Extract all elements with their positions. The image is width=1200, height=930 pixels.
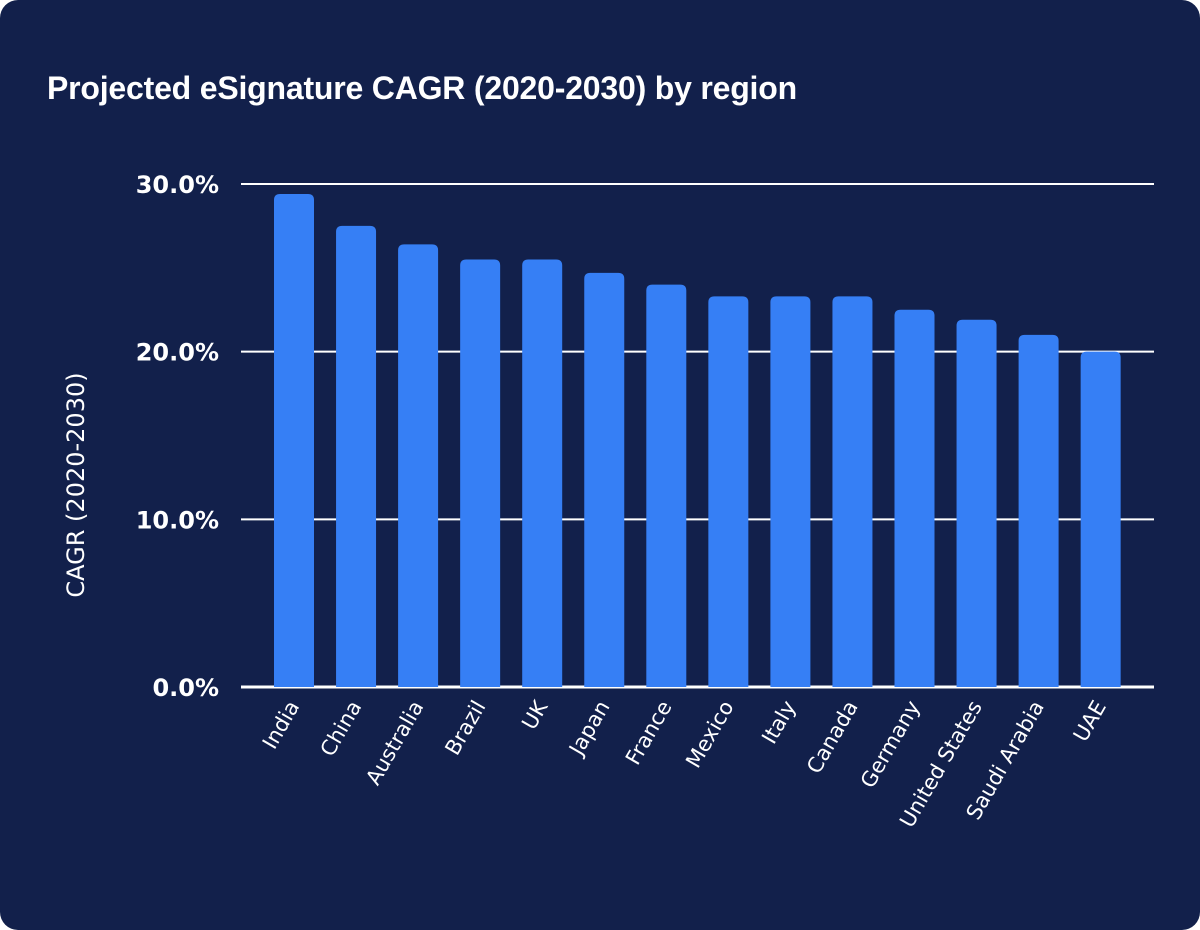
x-tick-label: Brazil <box>440 697 490 760</box>
bar-saudi-arabia <box>1018 334 1059 687</box>
x-tick-label: Mexico <box>681 697 738 773</box>
x-tick-label: France <box>621 697 677 769</box>
bar-brazil <box>460 259 501 687</box>
bar-italy <box>770 296 811 687</box>
y-tick-label: 10.0% <box>136 506 219 534</box>
x-tick-label: Italy <box>757 697 801 748</box>
bar-uk <box>522 259 563 687</box>
x-tick-label: UAE <box>1069 697 1111 746</box>
bar-india <box>274 194 314 687</box>
gridlines <box>241 183 1154 689</box>
x-tick-label: India <box>258 697 305 754</box>
x-tick-label: Australia <box>361 697 428 789</box>
x-tick-label: UK <box>517 695 553 733</box>
x-tick-label: Japan <box>564 697 615 761</box>
bars <box>274 194 1121 688</box>
x-tick-label: China <box>316 697 367 761</box>
bar-uae <box>1080 351 1121 687</box>
bar-germany <box>894 309 935 687</box>
bar-mexico <box>708 296 749 687</box>
bar-japan <box>584 272 625 687</box>
chart-title: Projected eSignature CAGR (2020-2030) by… <box>47 70 797 106</box>
y-axis-title: CAGR (2020-2030) <box>62 372 90 597</box>
bar-china <box>336 225 377 687</box>
bar-australia <box>398 244 439 688</box>
bar-canada <box>832 296 873 687</box>
x-tick-label: Canada <box>802 697 863 778</box>
y-tick-label: 20.0% <box>136 339 219 367</box>
bar-united-states <box>956 319 997 687</box>
y-tick-label: 0.0% <box>152 674 219 702</box>
bar-france <box>646 284 687 687</box>
y-tick-label: 30.0% <box>136 171 219 199</box>
x-tick-label: Germany <box>856 697 925 793</box>
y-axis-ticks: 0.0% 10.0% 20.0% 30.0% <box>136 171 219 702</box>
